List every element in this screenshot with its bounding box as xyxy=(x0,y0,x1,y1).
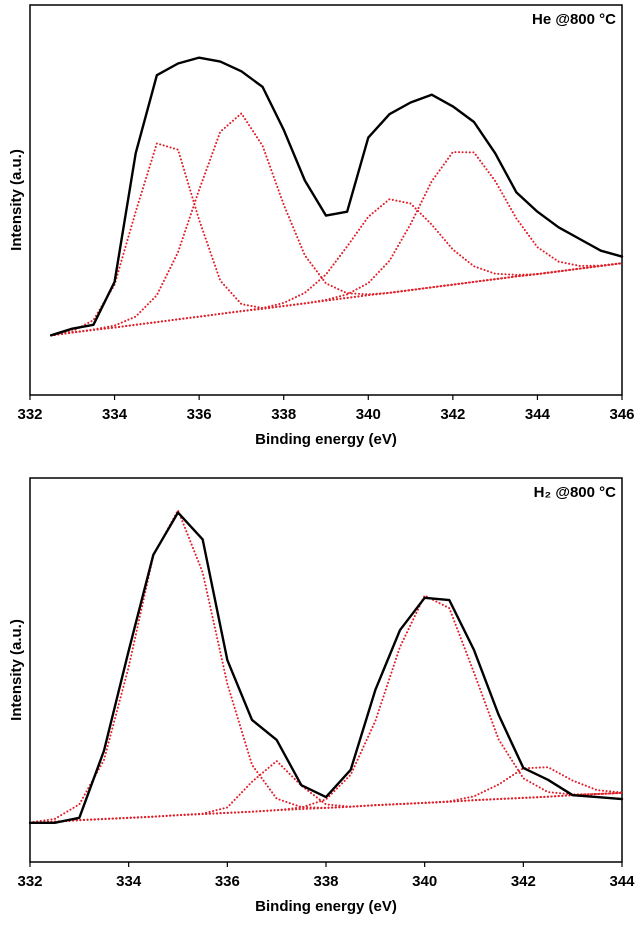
x-tick-label: 346 xyxy=(609,406,634,423)
x-axis-label: Binding energy (eV) xyxy=(255,431,397,448)
spectrum-curve xyxy=(28,511,624,825)
x-tick-label: 332 xyxy=(17,406,42,423)
x-tick-label: 336 xyxy=(187,406,212,423)
annotation: H₂ @800 °C xyxy=(534,484,616,501)
fit-curve xyxy=(29,766,623,824)
fit-curve xyxy=(50,198,623,337)
fit-curve xyxy=(50,151,623,337)
x-tick-label: 344 xyxy=(525,406,551,423)
x-axis-label: Binding energy (eV) xyxy=(255,898,397,915)
spectrum-curve xyxy=(49,56,624,337)
annotation: He @800 °C xyxy=(532,11,616,28)
plot-frame xyxy=(29,4,623,396)
fit-curve xyxy=(50,142,623,337)
x-tick-label: 340 xyxy=(356,406,381,423)
fit-curve xyxy=(29,594,623,824)
y-axis-label: Intensity (a.u.) xyxy=(8,149,25,251)
x-tick-label: 342 xyxy=(440,406,465,423)
x-tick-label: 338 xyxy=(313,873,338,890)
x-tick-label: 338 xyxy=(271,406,296,423)
x-tick-label: 340 xyxy=(412,873,437,890)
fit-curve xyxy=(29,760,623,824)
x-tick-label: 336 xyxy=(215,873,240,890)
y-axis-label: Intensity (a.u.) xyxy=(8,619,25,721)
x-tick-label: 344 xyxy=(609,873,635,890)
x-tick-label: 334 xyxy=(116,873,142,890)
x-tick-label: 332 xyxy=(17,873,42,890)
x-tick-label: 342 xyxy=(511,873,536,890)
x-tick-label: 334 xyxy=(102,406,128,423)
fit-curve xyxy=(29,509,623,824)
